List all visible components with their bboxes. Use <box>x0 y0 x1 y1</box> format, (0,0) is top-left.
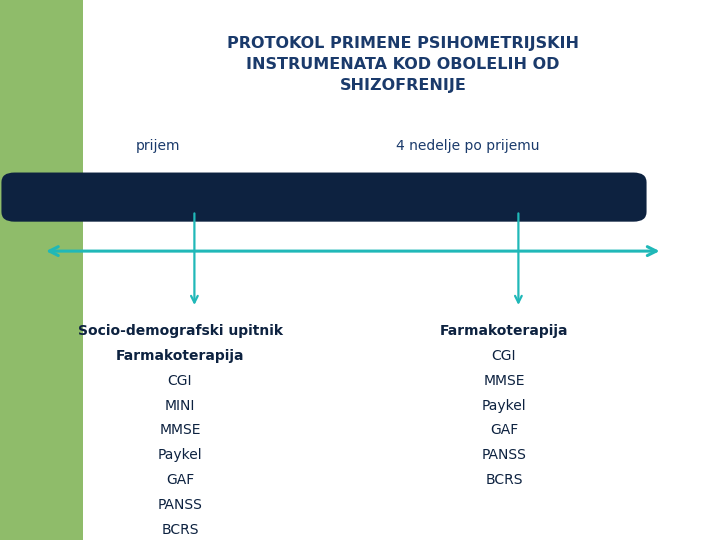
Text: BCRS: BCRS <box>485 473 523 487</box>
Text: Farmakoterapija: Farmakoterapija <box>440 324 568 338</box>
Text: BCRS: BCRS <box>161 523 199 537</box>
Text: Paykel: Paykel <box>158 448 202 462</box>
Text: CGI: CGI <box>492 349 516 363</box>
Text: Socio-demografski upitnik: Socio-demografski upitnik <box>78 324 282 338</box>
Text: MINI: MINI <box>165 399 195 413</box>
Text: MMSE: MMSE <box>159 423 201 437</box>
Text: PANSS: PANSS <box>482 448 526 462</box>
Text: 4 nedelje po prijemu: 4 nedelje po prijemu <box>396 139 540 153</box>
Text: PANSS: PANSS <box>158 498 202 512</box>
Bar <box>0 0 83 540</box>
Text: GAF: GAF <box>166 473 194 487</box>
Text: GAF: GAF <box>490 423 518 437</box>
Text: PROTOKOL PRIMENE PSIHOMETRIJSKIH
INSTRUMENATA KOD OBOLELIH OD
SHIZOFRENIJE: PROTOKOL PRIMENE PSIHOMETRIJSKIH INSTRUM… <box>228 36 579 93</box>
FancyBboxPatch shape <box>1 173 647 221</box>
Text: CGI: CGI <box>168 374 192 388</box>
Text: Farmakoterapija: Farmakoterapija <box>116 349 244 363</box>
Text: prijem: prijem <box>136 139 181 153</box>
Text: Paykel: Paykel <box>482 399 526 413</box>
Text: MMSE: MMSE <box>483 374 525 388</box>
